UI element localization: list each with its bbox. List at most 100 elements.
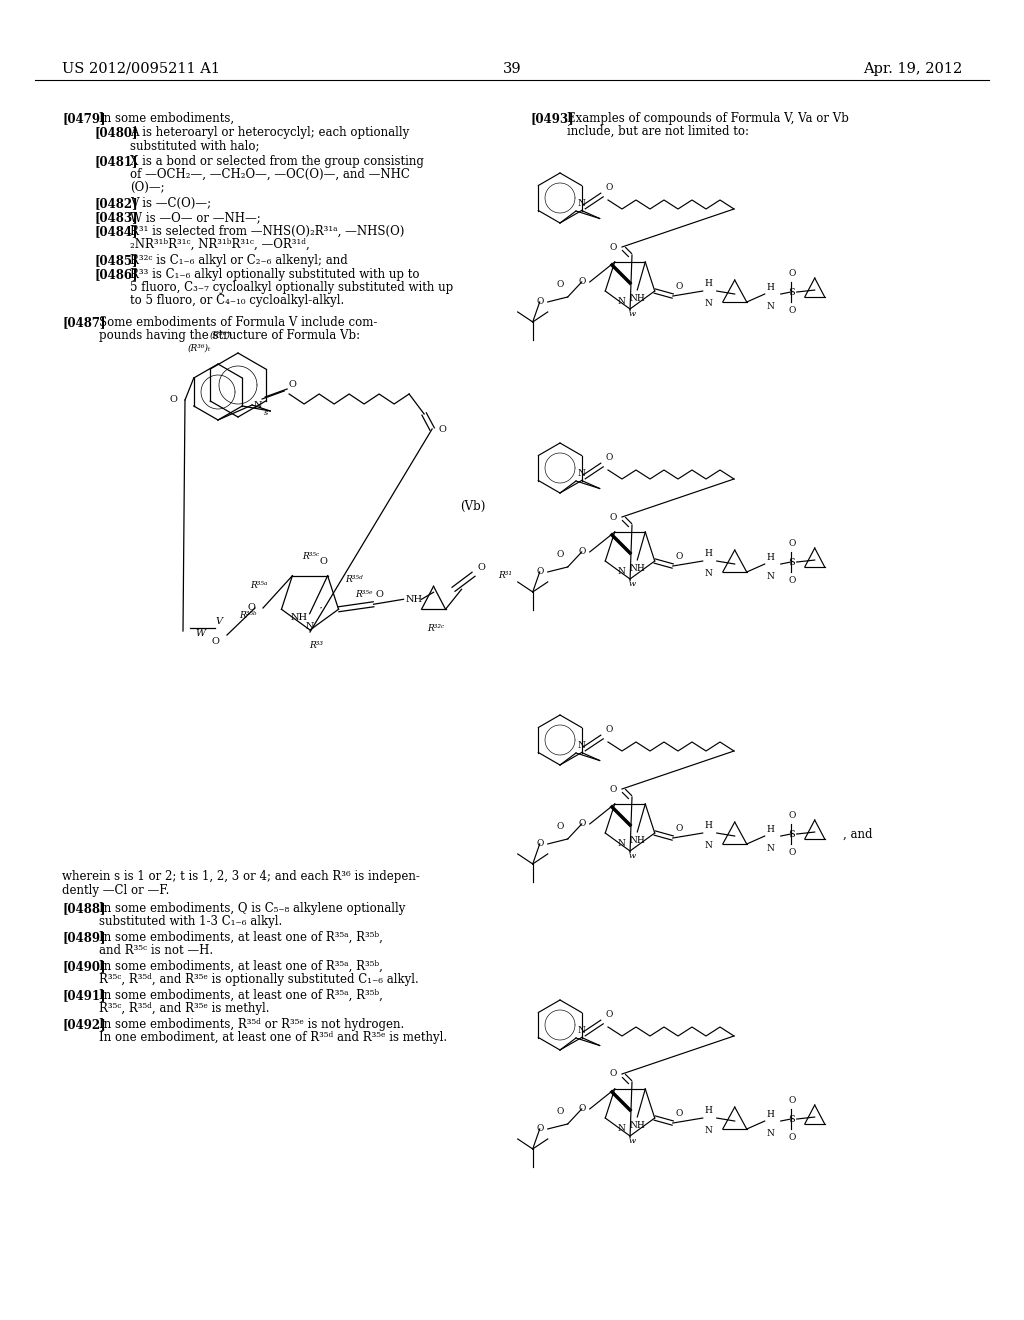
Text: O: O [537, 568, 544, 577]
Text: N: N [577, 199, 585, 209]
Text: (R³⁶)ₜ: (R³⁶)ₜ [188, 345, 211, 352]
Text: s: s [264, 409, 268, 417]
Text: H: H [767, 825, 774, 834]
Text: Apr. 19, 2012: Apr. 19, 2012 [863, 62, 962, 77]
Text: O: O [477, 564, 485, 573]
Text: O: O [788, 539, 796, 548]
Text: X is a bond or selected from the group consisting: X is a bond or selected from the group c… [130, 154, 424, 168]
Text: NH: NH [291, 614, 307, 622]
Text: ′′: ′′ [319, 606, 323, 614]
Text: R³²ᶜ: R³²ᶜ [428, 624, 444, 634]
Text: O: O [579, 820, 586, 829]
Text: [0487]: [0487] [62, 315, 105, 329]
Text: W: W [195, 628, 205, 638]
Text: S: S [788, 288, 795, 297]
Text: In some embodiments, at least one of R³⁵ᵃ, R³⁵ᵇ,: In some embodiments, at least one of R³⁵… [99, 931, 383, 944]
Text: R³⁵ᶜ, R³⁵ᵈ, and R³⁵ᵉ is optionally substituted C₁₋₆ alkyl.: R³⁵ᶜ, R³⁵ᵈ, and R³⁵ᵉ is optionally subst… [99, 973, 419, 986]
Text: N: N [767, 572, 774, 581]
Text: O: O [247, 603, 255, 612]
Text: O: O [579, 277, 586, 286]
Text: O: O [556, 280, 564, 289]
Text: N: N [767, 1129, 774, 1138]
Text: and R³⁵ᶜ is not —H.: and R³⁵ᶜ is not —H. [99, 944, 213, 957]
Text: [0479]: [0479] [62, 112, 105, 125]
Text: [0480]: [0480] [95, 125, 138, 139]
Text: N: N [705, 841, 713, 850]
Text: 39: 39 [503, 62, 521, 77]
Text: N: N [705, 1126, 713, 1135]
Text: O: O [537, 840, 544, 849]
Text: H: H [767, 553, 774, 562]
Text: N: N [617, 840, 625, 847]
Text: 5 fluoro, C₃₋₇ cycloalkyl optionally substituted with up: 5 fluoro, C₃₋₇ cycloalkyl optionally sub… [130, 281, 454, 294]
Text: substituted with halo;: substituted with halo; [130, 139, 259, 152]
Text: O: O [788, 576, 796, 585]
Text: O: O [319, 557, 328, 566]
Text: NH: NH [630, 294, 645, 304]
Text: w: w [629, 310, 636, 318]
Text: O: O [609, 512, 617, 521]
Text: to 5 fluoro, or C₄₋₁₀ cycloalkyl-alkyl.: to 5 fluoro, or C₄₋₁₀ cycloalkyl-alkyl. [130, 294, 344, 308]
Text: Some embodiments of Formula V include com-: Some embodiments of Formula V include co… [99, 315, 378, 329]
Text: R³⁵ᶜ: R³⁵ᶜ [302, 552, 319, 561]
Text: N: N [767, 302, 774, 312]
Text: [0492]: [0492] [62, 1018, 105, 1031]
Text: O: O [556, 822, 564, 832]
Text: [0482]: [0482] [95, 197, 138, 210]
Text: NH: NH [630, 1121, 645, 1130]
Text: dently —Cl or —F.: dently —Cl or —F. [62, 884, 169, 898]
Text: O: O [579, 548, 586, 557]
Text: In some embodiments, R³⁵ᵈ or R³⁵ᵉ is not hydrogen.: In some embodiments, R³⁵ᵈ or R³⁵ᵉ is not… [99, 1018, 404, 1031]
Text: S: S [788, 829, 795, 838]
Text: w: w [629, 851, 636, 859]
Text: O: O [609, 243, 617, 252]
Text: R³³: R³³ [309, 640, 324, 649]
Text: O: O [609, 1069, 617, 1078]
Text: N: N [306, 622, 314, 631]
Text: [0493]: [0493] [530, 112, 573, 125]
Text: [0483]: [0483] [95, 211, 138, 224]
Text: [0489]: [0489] [62, 931, 105, 944]
Text: O: O [676, 282, 683, 290]
Text: H: H [705, 821, 713, 830]
Text: O: O [169, 396, 177, 404]
Text: S: S [788, 557, 795, 566]
Text: R³⁵ᵈ: R³⁵ᵈ [345, 576, 362, 583]
Text: O: O [788, 810, 796, 820]
Text: (Vb): (Vb) [460, 500, 485, 513]
Text: wherein s is 1 or 2; t is 1, 2, 3 or 4; and each R³⁶ is indepen-: wherein s is 1 or 2; t is 1, 2, 3 or 4; … [62, 870, 420, 883]
Text: O: O [606, 1010, 613, 1019]
Text: [0485]: [0485] [95, 253, 138, 267]
Text: O: O [556, 550, 564, 558]
Text: H: H [705, 279, 713, 288]
Text: , and: , and [843, 828, 872, 841]
Text: In some embodiments, Q is C₅₋₈ alkylene optionally: In some embodiments, Q is C₅₋₈ alkylene … [99, 902, 406, 915]
Text: substituted with 1-3 C₁₋₆ alkyl.: substituted with 1-3 C₁₋₆ alkyl. [99, 915, 283, 928]
Text: O: O [537, 297, 544, 306]
Text: H: H [705, 1106, 713, 1115]
Text: [0484]: [0484] [95, 224, 138, 238]
Text: In some embodiments, at least one of R³⁵ᵃ, R³⁵ᵇ,: In some embodiments, at least one of R³⁵… [99, 989, 383, 1002]
Text: [0488]: [0488] [62, 902, 105, 915]
Text: H: H [767, 1110, 774, 1119]
Text: O: O [788, 1096, 796, 1105]
Text: R³⁵ᶜ, R³⁵ᵈ, and R³⁵ᵉ is methyl.: R³⁵ᶜ, R³⁵ᵈ, and R³⁵ᵉ is methyl. [99, 1002, 269, 1015]
Text: R³⁵ᵇ: R³⁵ᵇ [240, 611, 257, 620]
Text: O: O [788, 847, 796, 857]
Text: O: O [788, 1133, 796, 1142]
Text: ₂NR³¹ᵇR³¹ᶜ, NR³¹ᵇR³¹ᶜ, —OR³¹ᵈ,: ₂NR³¹ᵇR³¹ᶜ, NR³¹ᵇR³¹ᶜ, —OR³¹ᵈ, [130, 238, 309, 251]
Text: N: N [617, 297, 625, 306]
Text: O: O [537, 1125, 544, 1134]
Text: O: O [438, 425, 446, 433]
Text: R³²ᶜ is C₁₋₆ alkyl or C₂₋₆ alkenyl; and: R³²ᶜ is C₁₋₆ alkyl or C₂₋₆ alkenyl; and [130, 253, 348, 267]
Text: US 2012/0095211 A1: US 2012/0095211 A1 [62, 62, 220, 77]
Text: O: O [288, 380, 296, 389]
Text: O: O [676, 824, 683, 833]
Text: O: O [606, 183, 613, 191]
Text: In some embodiments, at least one of R³⁵ᵃ, R³⁵ᵇ,: In some embodiments, at least one of R³⁵… [99, 960, 383, 973]
Text: Examples of compounds of Formula V, Va or Vb: Examples of compounds of Formula V, Va o… [567, 112, 849, 125]
Text: O: O [676, 552, 683, 561]
Text: V is —C(O)—;: V is —C(O)—; [130, 197, 211, 210]
Text: (R³⁶)ₜ: (R³⁶)ₜ [210, 331, 233, 341]
Text: N: N [577, 741, 585, 750]
